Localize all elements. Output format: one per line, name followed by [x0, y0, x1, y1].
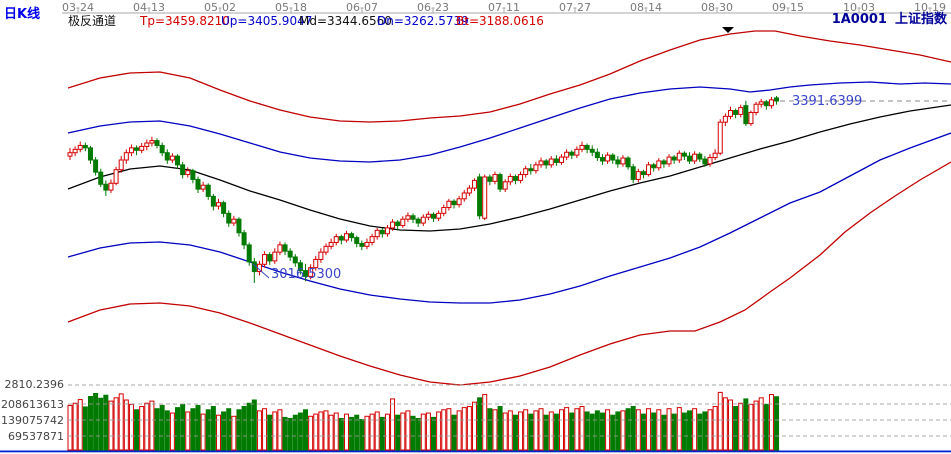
symbol-name: 上证指数	[894, 12, 947, 27]
date-tick-label: 06-07	[346, 1, 378, 14]
date-tick-label: 03-24	[62, 1, 94, 14]
channel-line-bt	[67, 161, 951, 386]
indicator-name: 极反通道	[68, 14, 117, 28]
channel-line-dn	[67, 132, 951, 304]
date-tick-label: 05-02	[204, 1, 236, 14]
symbol-code: 1A0001	[831, 12, 887, 27]
date-tick-label: 07-11	[488, 1, 520, 14]
signal-triangle-marker	[722, 27, 734, 33]
indicator-up-value: Up=3405.9047	[221, 14, 313, 28]
symbol-header: 1A0001 上证指数	[832, 13, 947, 26]
date-tick-label: 10-03	[843, 1, 875, 14]
date-tick-label: 08-14	[630, 1, 662, 14]
low-price-annotation: 3016.5300	[271, 267, 342, 282]
volume-scale-label: 69537871	[8, 430, 64, 443]
period-label: 日K线	[4, 7, 41, 22]
date-tick-label: 05-18	[275, 1, 307, 14]
date-tick-label: 09-15	[772, 1, 804, 14]
channel-line-tp	[67, 30, 951, 123]
date-tick-label: 10-19	[914, 1, 946, 14]
volume-scale-label: 139075742	[1, 414, 64, 427]
date-tick-label: 04-13	[133, 1, 165, 14]
volume-scale-label: 208613613	[1, 398, 64, 411]
last-price-annotation: 3391.6399	[792, 94, 863, 109]
channel-line-md	[67, 104, 951, 232]
indicator-tp-value: Tp=3459.8210	[140, 14, 230, 28]
indicator-md-value: Md=3344.6560	[299, 14, 392, 28]
bottom-border	[0, 450, 951, 453]
date-tick-label: 07-27	[559, 1, 591, 14]
indicator-bt-value: Bt=3188.0616	[456, 14, 544, 28]
date-tick-label: 08-30	[701, 1, 733, 14]
indicator-dn-value: Dn=3262.5739	[377, 14, 469, 28]
channel-line-up	[67, 81, 951, 163]
price-pane-bottom-label: 2810.2396	[4, 378, 65, 391]
date-tick-label: 06-23	[417, 1, 449, 14]
